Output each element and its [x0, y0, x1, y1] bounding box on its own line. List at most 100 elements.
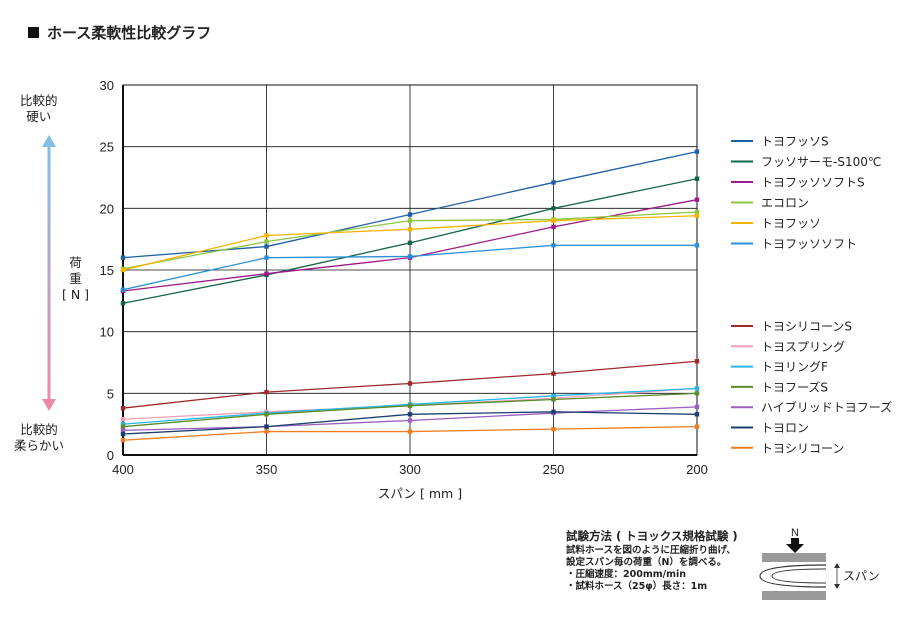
legend-label: トヨシリコーン — [761, 441, 844, 455]
hose-outer — [759, 564, 827, 588]
test-method-line3: ・圧縮速度：200mm/min — [566, 569, 687, 580]
stiffness-arrow — [42, 135, 56, 411]
data-point — [407, 418, 413, 423]
series-lines — [120, 149, 700, 443]
legend-label: トヨシリコーンS — [761, 320, 852, 334]
y-tick-label: 30 — [100, 78, 114, 93]
y-tick-label: 20 — [100, 201, 114, 216]
test-method-line1: 試料ホースを図のように圧縮折り曲げ、 — [566, 545, 736, 556]
data-point — [694, 197, 700, 202]
legend-label: トヨフーズS — [761, 379, 828, 394]
soft-label: 比較的 柔らかい — [14, 422, 64, 454]
data-point — [264, 255, 269, 260]
legend-label: トヨフッソS — [761, 135, 829, 149]
test-method-title: 試験方法 ( トヨックス規格試験 ) — [566, 529, 738, 543]
title-square-icon — [28, 27, 39, 38]
data-point — [551, 409, 556, 415]
y-tick-label: 25 — [100, 140, 114, 155]
y-axis-title: 荷 重 [ N ] — [62, 255, 89, 303]
chart-title-block: ホース柔軟性比較グラフ — [28, 22, 211, 43]
data-point — [407, 403, 413, 408]
span-arrow-top — [834, 563, 840, 568]
data-point — [694, 386, 700, 391]
legend-label: フッソサーモ-S100℃ — [761, 155, 881, 169]
data-point — [694, 424, 700, 429]
data-point — [264, 233, 269, 238]
data-point — [120, 301, 126, 306]
legend-label: ハイブリッドトヨフーズ — [761, 400, 892, 415]
data-point — [551, 393, 556, 398]
data-point — [694, 391, 700, 396]
arrow-shaft — [47, 144, 51, 402]
hard-label-line1: 比較的 — [20, 93, 58, 108]
force-arrow — [786, 538, 804, 553]
data-point — [120, 438, 126, 443]
data-point — [694, 243, 700, 248]
x-tick-label: 200 — [686, 462, 708, 477]
data-point — [551, 206, 556, 211]
data-point — [264, 271, 269, 276]
legend-label: トヨロン — [761, 421, 809, 435]
y-axis-title-unit: [ N ] — [62, 287, 90, 302]
y-axis-title-char1: 荷 — [69, 255, 82, 270]
lower-plate — [762, 591, 826, 600]
test-diagram: N スパン — [759, 527, 880, 600]
y-axis-title-char2: 重 — [69, 271, 82, 286]
data-point — [120, 287, 126, 292]
hard-label-line2: 硬い — [26, 109, 52, 124]
chart-title: ホース柔軟性比較グラフ — [47, 24, 212, 42]
legend-label: エコロン — [761, 196, 809, 210]
data-point — [694, 412, 700, 417]
data-point — [407, 240, 413, 246]
force-label: N — [791, 527, 799, 539]
x-tick-label: 400 — [112, 462, 134, 477]
data-point — [120, 431, 126, 437]
y-tick-label: 15 — [100, 263, 114, 278]
data-point — [264, 424, 269, 429]
data-point — [264, 389, 269, 395]
arrow-up-head — [42, 135, 56, 147]
y-tick-label: 10 — [100, 325, 114, 340]
x-tick-label: 350 — [256, 462, 278, 477]
x-axis-title: スパン [ mm ] — [377, 486, 463, 501]
data-point — [694, 209, 700, 215]
data-point — [551, 243, 556, 248]
data-point — [694, 404, 700, 410]
data-point — [407, 254, 413, 259]
data-point — [120, 428, 126, 433]
data-point — [264, 244, 269, 249]
test-method-line4: ・試料ホース（25φ）長さ：1m — [566, 581, 708, 592]
axes: 0 5 10 15 20 25 30 400 350 300 250 200 — [100, 78, 708, 477]
data-point — [120, 255, 126, 260]
data-point — [551, 180, 556, 185]
data-point — [694, 213, 700, 218]
legend-label: トヨフッソソフト — [761, 237, 857, 251]
x-tick-label: 300 — [399, 462, 421, 477]
data-point — [120, 405, 126, 411]
data-point — [264, 412, 269, 417]
data-point — [407, 218, 413, 223]
soft-label-line1: 比較的 — [20, 422, 58, 437]
data-point — [120, 424, 126, 429]
legend-label: トヨリングF — [761, 360, 828, 374]
data-point — [407, 429, 413, 434]
span-label: スパン — [843, 569, 880, 583]
hose-inner — [771, 568, 827, 584]
x-tick-label: 250 — [543, 462, 565, 477]
data-point — [407, 212, 413, 217]
data-point — [407, 381, 413, 386]
data-point — [694, 149, 700, 154]
data-point — [264, 239, 269, 244]
legend-label: トヨスプリング — [761, 340, 845, 354]
test-method-line2: 設定スパン毎の荷重（N）を調べる。 — [566, 557, 727, 568]
y-tick-label: 5 — [107, 386, 114, 401]
arrow-down-head — [42, 399, 56, 411]
data-point — [694, 359, 700, 364]
data-point — [407, 412, 413, 417]
upper-plate — [762, 553, 826, 562]
data-point — [551, 426, 556, 432]
data-point — [264, 429, 269, 434]
data-point — [551, 397, 556, 402]
data-point — [120, 267, 126, 273]
